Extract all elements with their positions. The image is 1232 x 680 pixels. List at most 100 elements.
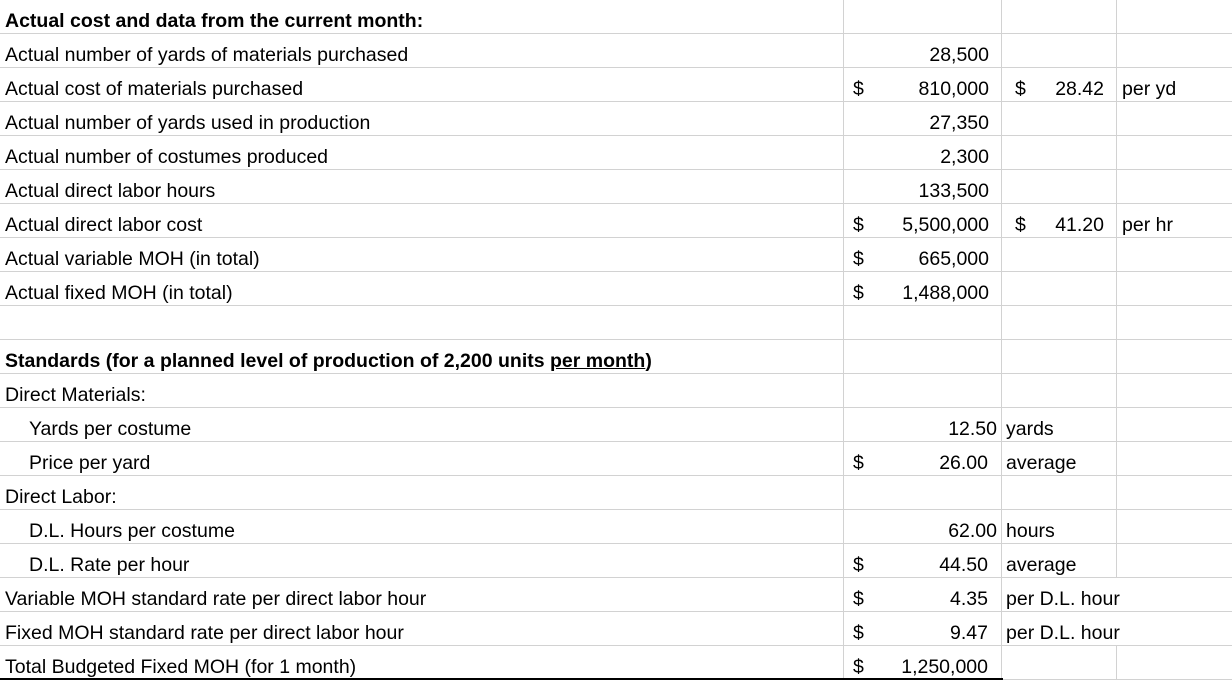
cell-b[interactable]: $1,250,000 [844,646,1002,680]
cell-b[interactable]: 2,300 [844,136,1002,170]
cell-b[interactable]: 27,350 [844,102,1002,136]
cell-value: 1,250,000 [901,655,988,678]
table-row: Actual number of costumes produced 2,300 [0,136,1232,170]
cell-a[interactable]: Fixed MOH standard rate per direct labor… [0,612,844,646]
cell-a[interactable] [0,306,844,340]
row-label: Actual number of costumes produced [5,145,329,168]
cell-a[interactable]: D.L. Rate per hour [0,544,844,578]
row-label: Actual cost of materials purchased [5,77,304,100]
cell-b[interactable]: $26.00 [844,442,1002,476]
cell-d[interactable] [1117,408,1232,442]
cell-b[interactable]: 62.00 [844,510,1002,544]
unit-rate-value: 28.42 [1055,77,1104,100]
cell-d[interactable] [1117,238,1232,272]
cell-a[interactable]: Direct Materials: [0,374,844,408]
cell-a[interactable]: Actual cost of materials purchased [0,68,844,102]
cell-a[interactable]: Variable MOH standard rate per direct la… [0,578,844,612]
cell-d[interactable] [1117,34,1232,68]
cell-b[interactable]: $5,500,000 [844,204,1002,238]
cell-d[interactable] [1117,170,1232,204]
cell-d[interactable] [1117,136,1232,170]
cell-a[interactable]: Direct Labor: [0,476,844,510]
cell-a[interactable]: Actual fixed MOH (in total) [0,272,844,306]
row-label: Variable MOH standard rate per direct la… [5,587,427,610]
cell-c[interactable] [1002,646,1117,680]
cell-a[interactable]: Actual cost and data from the current mo… [0,0,844,34]
cell-b[interactable] [844,476,1002,510]
cell-b[interactable] [844,340,1002,374]
cell-d[interactable] [1117,578,1232,612]
cell-b[interactable]: 12.50 [844,408,1002,442]
cell-c[interactable] [1002,340,1117,374]
cell-c[interactable]: per D.L. hour [1002,578,1120,612]
table-row: Actual number of yards of materials purc… [0,34,1232,68]
cell-d[interactable] [1117,510,1232,544]
cell-d[interactable]: per hr [1117,204,1232,238]
cell-value: 665,000 [918,247,990,270]
cell-c[interactable]: yards [1002,408,1117,442]
cell-c[interactable] [1002,374,1117,408]
cell-a[interactable]: Price per yard [0,442,844,476]
cell-b[interactable]: $44.50 [844,544,1002,578]
cell-a[interactable]: Total Budgeted Fixed MOH (for 1 month) [0,646,844,680]
cell-d[interactable] [1117,442,1232,476]
cell-b[interactable] [844,374,1002,408]
cell-a[interactable]: Actual direct labor cost [0,204,844,238]
cell-b[interactable] [844,306,1002,340]
row-label: Actual direct labor hours [5,179,216,202]
cell-value: 133,500 [918,179,990,202]
table-row: Yards per costume 12.50 yards [0,408,1232,442]
cell-a[interactable]: D.L. Hours per costume [0,510,844,544]
cell-c[interactable] [1002,238,1117,272]
cell-c[interactable] [1002,0,1117,34]
cell-b[interactable]: 133,500 [844,170,1002,204]
cell-c[interactable] [1002,34,1117,68]
cell-c[interactable]: $41.20 [1002,204,1117,238]
cell-value: 44.50 [939,553,988,576]
cell-c[interactable] [1002,476,1117,510]
cell-b[interactable]: $4.35 [844,578,1002,612]
cell-c[interactable] [1002,170,1117,204]
cell-d[interactable] [1117,646,1232,680]
row-label: D.L. Rate per hour [29,553,190,576]
cell-d[interactable] [1117,340,1232,374]
cell-c[interactable]: $28.42 [1002,68,1117,102]
row-label: Yards per costume [29,417,192,440]
cell-d[interactable] [1117,306,1232,340]
cell-d[interactable] [1117,272,1232,306]
cell-b[interactable]: 28,500 [844,34,1002,68]
cell-b[interactable]: $810,000 [844,68,1002,102]
currency-symbol: $ [1015,77,1026,100]
cell-a[interactable]: Actual number of yards used in productio… [0,102,844,136]
cell-a[interactable]: Actual number of costumes produced [0,136,844,170]
cell-c[interactable]: hours [1002,510,1117,544]
table-row: Actual fixed MOH (in total) $1,488,000 [0,272,1232,306]
cell-d[interactable] [1117,476,1232,510]
cell-b[interactable]: $9.47 [844,612,1002,646]
cell-c[interactable]: average [1002,442,1117,476]
cell-c[interactable] [1002,272,1117,306]
cell-a[interactable]: Actual direct labor hours [0,170,844,204]
cell-d[interactable] [1117,612,1232,646]
cell-c[interactable]: per D.L. hour [1002,612,1120,646]
cell-c[interactable] [1002,306,1117,340]
cell-a[interactable]: Yards per costume [0,408,844,442]
cell-d[interactable] [1117,544,1232,578]
cell-c[interactable]: average [1002,544,1117,578]
cell-d[interactable] [1117,0,1232,34]
cell-a[interactable]: Actual variable MOH (in total) [0,238,844,272]
cell-d[interactable] [1117,102,1232,136]
table-row: Actual variable MOH (in total) $665,000 [0,238,1232,272]
row-label: D.L. Hours per costume [29,519,235,542]
cell-b[interactable] [844,0,1002,34]
cell-c[interactable] [1002,136,1117,170]
cell-b[interactable]: $1,488,000 [844,272,1002,306]
cell-a[interactable]: Actual number of yards of materials purc… [0,34,844,68]
thick-bottom-border [0,678,1003,680]
row-label: Actual fixed MOH (in total) [5,281,233,304]
cell-b[interactable]: $665,000 [844,238,1002,272]
cell-c[interactable] [1002,102,1117,136]
cell-a[interactable]: Standards (for a planned level of produc… [0,340,844,374]
cell-d[interactable]: per yd [1117,68,1232,102]
cell-d[interactable] [1117,374,1232,408]
